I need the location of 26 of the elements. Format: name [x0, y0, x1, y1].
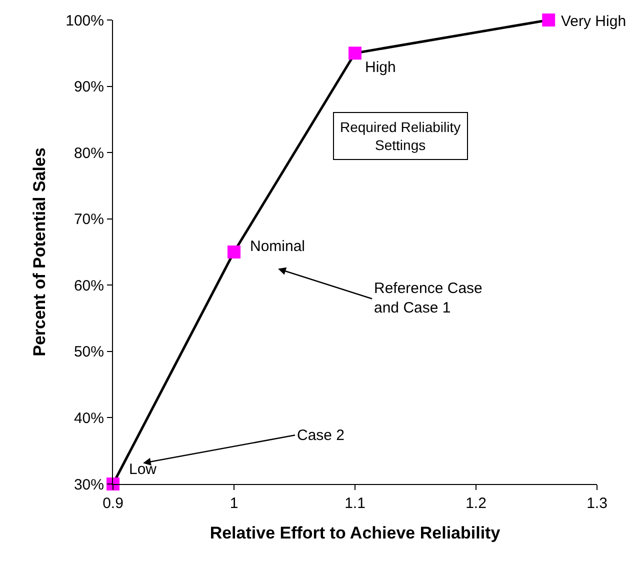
- point: [542, 14, 556, 26]
- annotation: Nominal: [250, 238, 306, 255]
- x-tick-label: 0.9: [102, 495, 124, 512]
- point: [348, 46, 362, 60]
- y-tick-label: 70%: [74, 211, 104, 228]
- x-tick-label: 1.3: [586, 495, 608, 512]
- point: [106, 478, 120, 490]
- y-tick-label: 40%: [74, 410, 104, 427]
- y-tick-label: 30%: [74, 476, 104, 494]
- x-axis-title: Relative Effort to Achieve Reliability: [210, 523, 501, 542]
- annotation: High: [365, 59, 396, 76]
- y-axis-title: Percent of Potential Sales: [30, 148, 50, 356]
- y-tick-label: 80%: [74, 144, 104, 162]
- point: [228, 246, 240, 258]
- x-tick-label: 1: [230, 495, 238, 512]
- y-tick-label: 90%: [74, 78, 104, 96]
- y-tick-label: 60%: [74, 277, 104, 294]
- annotation: Very High: [561, 13, 626, 30]
- annotation: Reference Case and Case 1: [374, 280, 482, 316]
- annotation: Case 2: [297, 427, 345, 444]
- x-tick-label: 1.2: [466, 495, 486, 512]
- annotation: Low: [129, 461, 157, 478]
- y-tick-label: 50%: [74, 344, 104, 361]
- y-tick-label: 100%: [66, 12, 104, 30]
- x-tick-label: 1.1: [344, 495, 366, 512]
- annotation: Required Reliability Settings: [340, 119, 461, 154]
